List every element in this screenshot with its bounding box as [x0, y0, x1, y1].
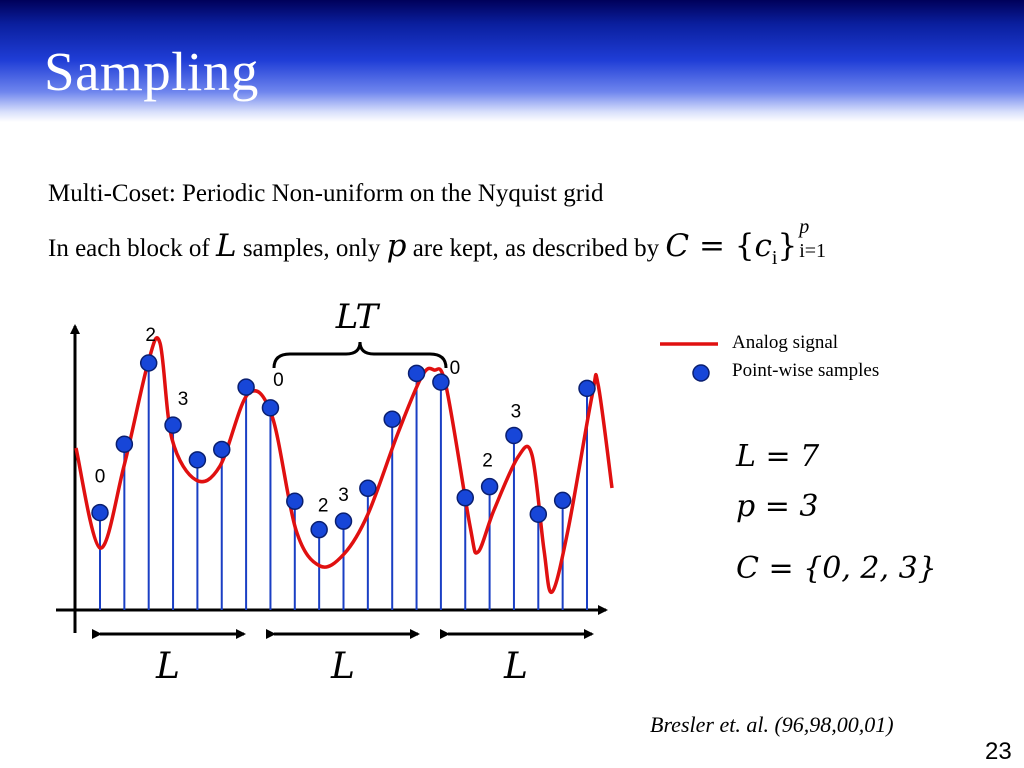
- symbol-p: p: [386, 228, 407, 264]
- formula-c: c: [754, 228, 772, 264]
- sample-point: [91, 503, 109, 522]
- coset-label: 3: [511, 401, 522, 422]
- sample-point: [334, 512, 353, 530]
- description-part-2: samples, only: [236, 235, 387, 262]
- param-C: C = {0, 2, 3}: [736, 551, 937, 586]
- param-p: p = 3: [736, 489, 819, 524]
- sample-point: [407, 364, 426, 383]
- sample-point: [261, 399, 280, 417]
- coset-label: 2: [318, 496, 329, 517]
- sample-point: [237, 378, 255, 396]
- formula-superscript: p: [799, 216, 810, 238]
- legend-signal-label: Analog signal: [732, 332, 838, 353]
- sample-point: [383, 410, 401, 428]
- symbol-L: L: [215, 228, 237, 264]
- sample-point: [480, 477, 499, 496]
- coset-label: 2: [482, 451, 493, 472]
- block-label-1: L: [155, 646, 180, 687]
- citation: Bresler et. al. (96,98,00,01): [650, 712, 894, 737]
- brace-label: LT: [335, 297, 381, 337]
- subtitle-line: Multi-Coset: Periodic Non-uniform on the…: [48, 180, 604, 207]
- coset-label: 0: [450, 358, 461, 379]
- slide-title: Sampling: [44, 41, 259, 102]
- sample-point: [359, 479, 377, 498]
- coset-label: 0: [273, 370, 284, 391]
- sample-point: [286, 492, 304, 510]
- sample-points: [91, 354, 596, 539]
- analog-signal-curve: [74, 336, 614, 594]
- description-line: In each block of L samples, only p are k…: [48, 216, 843, 269]
- sample-point: [553, 491, 572, 510]
- coset-label: 0: [95, 467, 106, 488]
- legend: Analog signal Point-wise samples: [660, 332, 879, 382]
- coset-label: 3: [338, 485, 349, 506]
- sample-point: [505, 426, 523, 445]
- sample-point: [578, 379, 596, 398]
- description-part-3: are kept, as described by: [406, 235, 666, 262]
- sample-point: [188, 451, 207, 469]
- formula-C: C: [665, 228, 690, 264]
- formula-limits: p i=1: [797, 216, 843, 262]
- title-bar: [0, 0, 1024, 122]
- formula-c-subscript: i: [771, 247, 778, 269]
- block-label-2: L: [330, 646, 355, 687]
- coset-label: 2: [145, 325, 156, 346]
- param-L: L = 7: [735, 439, 820, 474]
- coset-label: 3: [178, 389, 189, 410]
- set-formula: C = {ci} p i=1: [665, 216, 843, 269]
- sample-point: [115, 435, 134, 453]
- description-part-1: In each block of: [48, 235, 216, 262]
- formula-close-brace: }: [777, 228, 798, 264]
- sample-point: [529, 505, 548, 523]
- formula-equals: = {: [689, 228, 755, 264]
- block-label-3: L: [503, 646, 528, 687]
- sample-point: [432, 373, 450, 391]
- block-brace: [272, 341, 448, 369]
- sample-point: [139, 354, 158, 372]
- sample-point: [164, 416, 182, 434]
- sample-point: [310, 520, 328, 539]
- legend-sample-swatch: [692, 364, 710, 382]
- page-number: 23: [985, 738, 1012, 765]
- legend-samples-label: Point-wise samples: [732, 360, 879, 381]
- sample-stems: [99, 363, 588, 610]
- formula-subscript: i=1: [799, 240, 827, 262]
- sample-point: [456, 489, 474, 507]
- sample-point: [213, 440, 231, 459]
